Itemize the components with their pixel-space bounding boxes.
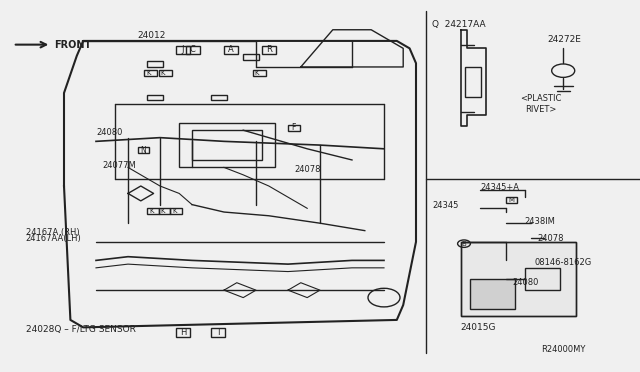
Text: FRONT: FRONT bbox=[54, 40, 92, 49]
Text: 24345: 24345 bbox=[432, 201, 458, 210]
Text: K: K bbox=[146, 70, 150, 76]
Bar bbox=[159, 208, 170, 214]
Text: C: C bbox=[189, 45, 195, 54]
Text: K: K bbox=[255, 70, 259, 76]
Bar bbox=[211, 95, 227, 100]
Bar bbox=[170, 208, 182, 214]
Text: 2438lM: 2438lM bbox=[525, 217, 556, 226]
Bar bbox=[461, 242, 576, 316]
Text: I: I bbox=[217, 328, 220, 337]
Bar bbox=[179, 123, 275, 167]
Bar bbox=[176, 328, 190, 337]
Text: 24028Q – F/LTG SENSOR: 24028Q – F/LTG SENSOR bbox=[26, 325, 136, 334]
Text: R24000MY: R24000MY bbox=[541, 345, 586, 354]
Text: 24078: 24078 bbox=[538, 234, 564, 243]
Text: F: F bbox=[292, 124, 296, 132]
Text: R: R bbox=[266, 45, 272, 54]
Text: 24080: 24080 bbox=[512, 278, 538, 287]
Text: 24272E: 24272E bbox=[547, 35, 581, 44]
Text: 24012: 24012 bbox=[138, 31, 166, 40]
Text: Q  24217AA: Q 24217AA bbox=[432, 20, 486, 29]
Text: 08146-8162G: 08146-8162G bbox=[534, 258, 591, 267]
Text: 24077M: 24077M bbox=[102, 161, 136, 170]
Text: J: J bbox=[182, 45, 184, 54]
Bar bbox=[211, 328, 225, 337]
Bar bbox=[262, 46, 276, 54]
Bar bbox=[525, 268, 560, 290]
Bar bbox=[192, 130, 262, 160]
Text: K: K bbox=[149, 208, 154, 214]
Text: <PLASTIC
RIVET>: <PLASTIC RIVET> bbox=[520, 94, 561, 114]
Bar bbox=[176, 46, 190, 54]
Bar bbox=[144, 70, 157, 76]
Bar bbox=[159, 70, 172, 76]
Text: K: K bbox=[161, 70, 165, 76]
Text: 24345+A: 24345+A bbox=[480, 183, 519, 192]
Bar bbox=[470, 279, 515, 309]
Text: A: A bbox=[228, 45, 233, 54]
Bar bbox=[506, 197, 517, 203]
Bar bbox=[253, 70, 266, 76]
Text: M: M bbox=[508, 197, 515, 203]
Text: K: K bbox=[172, 208, 177, 214]
Bar bbox=[465, 67, 481, 97]
Text: 24080: 24080 bbox=[96, 128, 122, 137]
Bar bbox=[147, 61, 163, 67]
Text: 24167AA(LH): 24167AA(LH) bbox=[26, 234, 81, 243]
Text: 24078: 24078 bbox=[294, 165, 321, 174]
Text: H: H bbox=[180, 328, 186, 337]
Bar bbox=[288, 125, 300, 131]
Bar bbox=[147, 208, 159, 214]
Bar bbox=[224, 46, 238, 54]
Text: N: N bbox=[141, 146, 146, 155]
Bar bbox=[461, 242, 576, 316]
Text: B: B bbox=[461, 241, 467, 247]
Bar bbox=[138, 147, 149, 153]
Bar bbox=[147, 95, 163, 100]
Text: K: K bbox=[161, 208, 165, 214]
Text: 24015G: 24015G bbox=[461, 323, 496, 332]
Text: 24167A (RH): 24167A (RH) bbox=[26, 228, 79, 237]
Bar bbox=[243, 54, 259, 60]
Bar bbox=[186, 46, 200, 54]
